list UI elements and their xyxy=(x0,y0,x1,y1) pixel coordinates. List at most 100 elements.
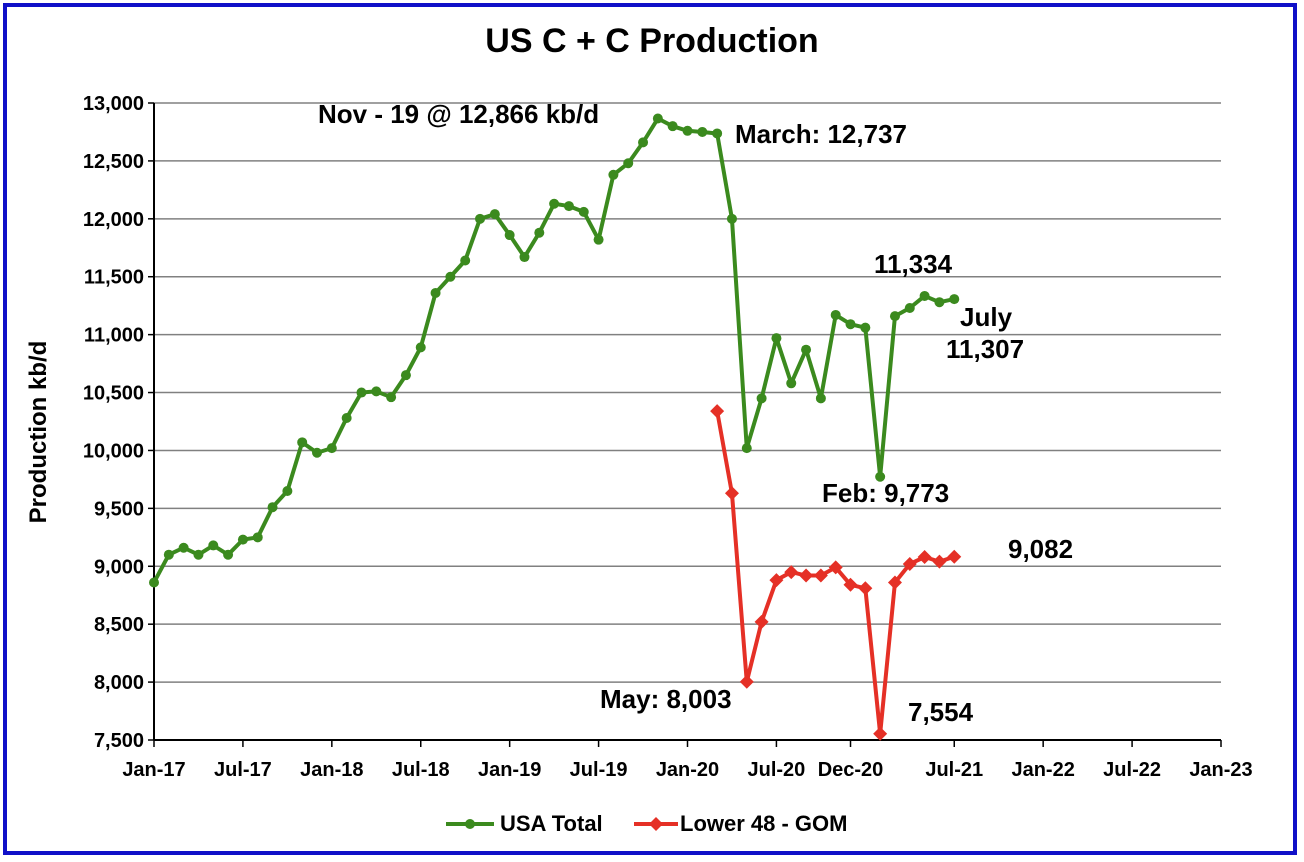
y-tick-label: 7,500 xyxy=(94,730,144,752)
data-point xyxy=(178,542,189,553)
x-tick-label: Jul-20 xyxy=(748,759,806,781)
y-tick-label: 10,500 xyxy=(83,383,144,405)
x-tick-label: Jan-20 xyxy=(656,759,719,781)
data-point xyxy=(578,206,589,217)
data-point xyxy=(887,575,902,590)
data-point xyxy=(252,532,263,543)
data-point xyxy=(549,198,560,209)
data-point xyxy=(312,447,323,458)
data-point xyxy=(917,550,932,565)
data-point xyxy=(949,294,960,305)
data-point xyxy=(786,378,797,389)
data-point xyxy=(815,393,826,404)
series-usa-total xyxy=(149,113,960,588)
data-point xyxy=(282,485,293,496)
data-point xyxy=(682,125,693,136)
data-point xyxy=(386,392,397,403)
data-point xyxy=(193,549,204,560)
data-point xyxy=(754,614,769,629)
annotation-11334: 11,334 xyxy=(874,249,953,279)
y-axis-ticks: 7,500 8,000 8,500 9,000 9,500 10,000 10,500 11,… xyxy=(83,93,154,752)
y-tick-label: 13,000 xyxy=(83,93,144,115)
data-point xyxy=(326,443,337,454)
data-point xyxy=(623,158,634,169)
data-point xyxy=(667,121,678,132)
data-point xyxy=(149,577,159,588)
data-point xyxy=(237,534,248,545)
data-point xyxy=(608,169,619,180)
annotation-march: March: 12,737 xyxy=(735,119,907,149)
data-point xyxy=(534,227,545,238)
svg-text:Lower 48 - GOM: Lower 48 - GOM xyxy=(680,811,847,836)
data-point xyxy=(813,568,828,583)
data-point xyxy=(860,322,871,333)
data-point xyxy=(712,128,723,139)
data-point xyxy=(519,252,530,263)
series-line xyxy=(152,116,955,584)
data-point xyxy=(904,302,915,313)
x-tick-label: Jul-17 xyxy=(214,759,272,781)
data-point xyxy=(934,297,945,308)
legend: USA Total Lower 48 - GOM xyxy=(446,811,847,836)
data-point xyxy=(947,549,962,564)
x-tick-label: Jul-21 xyxy=(925,759,983,781)
data-point xyxy=(297,437,308,448)
x-tick-label: Jan-22 xyxy=(1011,759,1074,781)
y-tick-label: 12,500 xyxy=(83,151,144,173)
data-point xyxy=(889,311,900,322)
annotation-feb: Feb: 9,773 xyxy=(822,478,949,508)
data-point xyxy=(741,443,752,454)
x-tick-label: Jul-22 xyxy=(1103,759,1161,781)
data-point xyxy=(697,126,708,137)
x-tick-label: Jul-18 xyxy=(392,759,450,781)
y-tick-label: 11,000 xyxy=(84,325,144,347)
data-point xyxy=(724,486,739,501)
x-tick-label: Jan-23 xyxy=(1189,759,1252,781)
data-point xyxy=(756,393,767,404)
data-point xyxy=(902,556,917,571)
data-point xyxy=(932,554,947,569)
data-point xyxy=(475,213,486,224)
x-axis-ticks: Jan-17 Jul-17 Jan-18 Jul-18 Jan-19 Jul-19 Jan-… xyxy=(122,740,1253,781)
data-point xyxy=(400,370,411,381)
x-tick-label: Jan-19 xyxy=(478,759,541,781)
data-point xyxy=(710,404,725,419)
x-tick-label: Jan-18 xyxy=(300,759,363,781)
y-tick-label: 9,000 xyxy=(94,556,144,578)
series-layer xyxy=(149,113,962,741)
data-point xyxy=(771,333,782,344)
data-point xyxy=(843,577,858,592)
data-point xyxy=(828,560,843,575)
data-point xyxy=(801,344,812,355)
data-point xyxy=(919,290,930,301)
y-tick-label: 12,000 xyxy=(83,209,144,231)
data-point xyxy=(858,581,873,596)
data-point xyxy=(726,213,737,224)
y-tick-label: 10,000 xyxy=(83,440,144,462)
data-point xyxy=(208,540,219,551)
data-point xyxy=(371,386,382,397)
y-tick-label: 8,000 xyxy=(94,672,144,694)
data-point xyxy=(489,209,500,220)
data-point xyxy=(784,565,799,580)
data-point xyxy=(163,549,174,560)
x-tick-label: Jan-17 xyxy=(122,759,185,781)
data-point xyxy=(341,413,352,424)
gridlines xyxy=(153,102,1221,741)
annotation-july: July xyxy=(960,302,1013,332)
data-point xyxy=(799,568,814,583)
data-point xyxy=(652,113,663,124)
data-point xyxy=(830,309,841,320)
y-tick-label: 11,500 xyxy=(84,267,144,289)
data-point xyxy=(415,342,426,353)
data-point xyxy=(563,201,574,212)
chart-frame xyxy=(3,3,1297,855)
data-point xyxy=(430,287,441,298)
legend-item-usa-total: USA Total xyxy=(446,811,603,836)
data-point xyxy=(460,255,471,266)
svg-text:USA Total: USA Total xyxy=(500,811,603,836)
data-point xyxy=(267,502,278,513)
x-tick-label: Jul-19 xyxy=(570,759,628,781)
y-tick-label: 9,500 xyxy=(94,498,144,520)
